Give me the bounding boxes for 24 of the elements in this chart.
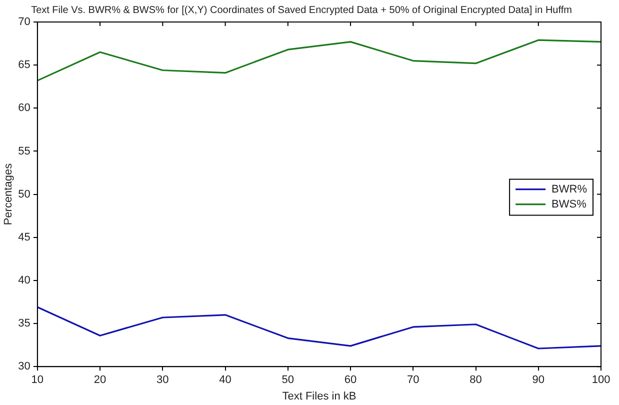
x-tick-label: 60 (344, 374, 357, 386)
y-tick-label: 40 (18, 274, 30, 286)
y-tick-label: 70 (18, 16, 30, 28)
y-tick-label: 55 (18, 145, 30, 158)
legend-label: BWR% (552, 183, 588, 196)
x-tick-label: 10 (31, 374, 44, 386)
y-tick-label: 50 (18, 188, 30, 200)
y-tick-label: 45 (18, 231, 30, 244)
x-tick-label: 50 (282, 374, 294, 386)
x-tick-label: 70 (407, 374, 420, 386)
x-tick-label: 80 (470, 374, 482, 386)
y-tick-label: 65 (18, 59, 30, 72)
x-tick-label: 30 (156, 374, 169, 386)
x-tick-label: 90 (532, 374, 545, 386)
x-axis-title: Text Files in kB (282, 390, 356, 402)
y-tick-label: 30 (18, 360, 30, 373)
x-tick-label: 40 (219, 374, 232, 386)
x-tick-label: 20 (94, 374, 106, 386)
y-tick-label: 35 (18, 318, 30, 330)
y-axis-title: Percentages (2, 162, 15, 226)
chart-title: Text File Vs. BWR% & BWS% for [(X,Y) Coordinates of Saved Encrypted Data + 50% of Original Encrypted Data] in Huffm (31, 4, 572, 16)
y-tick-label: 60 (18, 102, 30, 114)
x-tick-label: 100 (592, 374, 610, 386)
legend-label: BWS% (552, 198, 587, 210)
